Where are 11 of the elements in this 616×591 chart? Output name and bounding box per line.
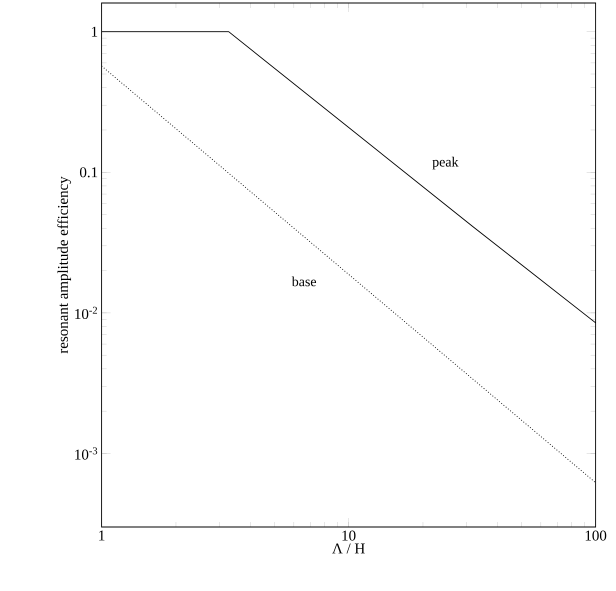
y-tick-label: 10$^{-3}$: [75, 447, 98, 460]
series-label: base: [292, 276, 316, 286]
y-tick-label: 10$^{-2}$: [75, 306, 98, 320]
x-tick-label: 100: [586, 530, 606, 541]
x-tick-label: 1: [99, 530, 104, 540]
series-label: peak: [432, 156, 459, 170]
y-tick-label: 0.1: [80, 167, 98, 178]
y-axis-title: resonant amplitude efficiency: [57, 176, 72, 354]
y-tick-label: 1: [92, 26, 98, 37]
x-tick-label: 10: [342, 530, 356, 541]
x-axis-title: Λ / H: [332, 543, 365, 554]
